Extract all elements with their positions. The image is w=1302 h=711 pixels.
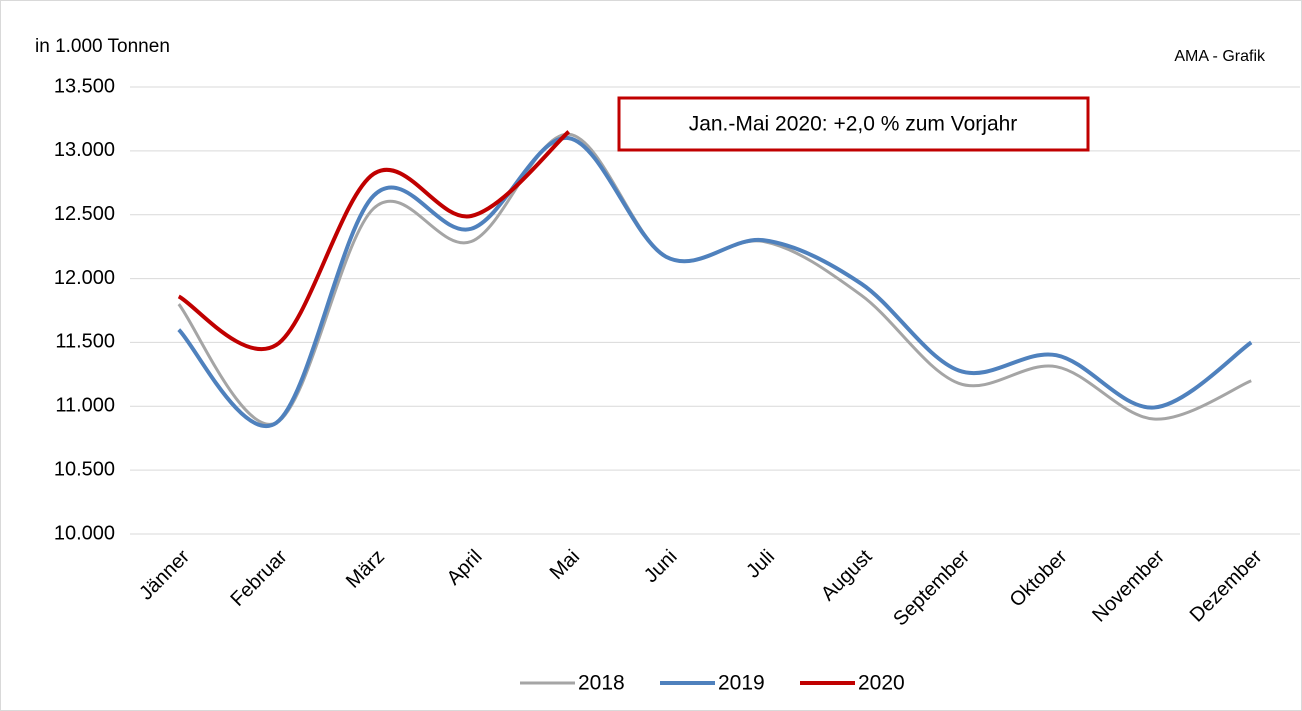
series-line [177,130,571,352]
legend-label: 2020 [858,672,905,695]
y-tick-label: 11.000 [55,395,115,417]
annotation: Jan.-Mai 2020: +2,0 % zum Vorjahr [689,113,1018,136]
legend-label: 2018 [578,672,625,695]
legend-label: 2019 [718,672,765,695]
source-label: AMA - Grafik [1174,48,1266,65]
y-tick-label: 10.000 [54,522,115,544]
unit-label: in 1.000 Tonnen [35,36,170,57]
y-tick-label: 12.000 [54,267,115,289]
y-tick-label: 10.500 [54,458,115,480]
y-tick-label: 12.500 [54,203,115,225]
annotation-box [617,96,1090,152]
y-tick-label: 13.500 [54,75,115,97]
y-tick-label: 13.000 [54,139,115,161]
y-tick-label: 11.500 [55,331,115,353]
series-line [177,136,1253,428]
